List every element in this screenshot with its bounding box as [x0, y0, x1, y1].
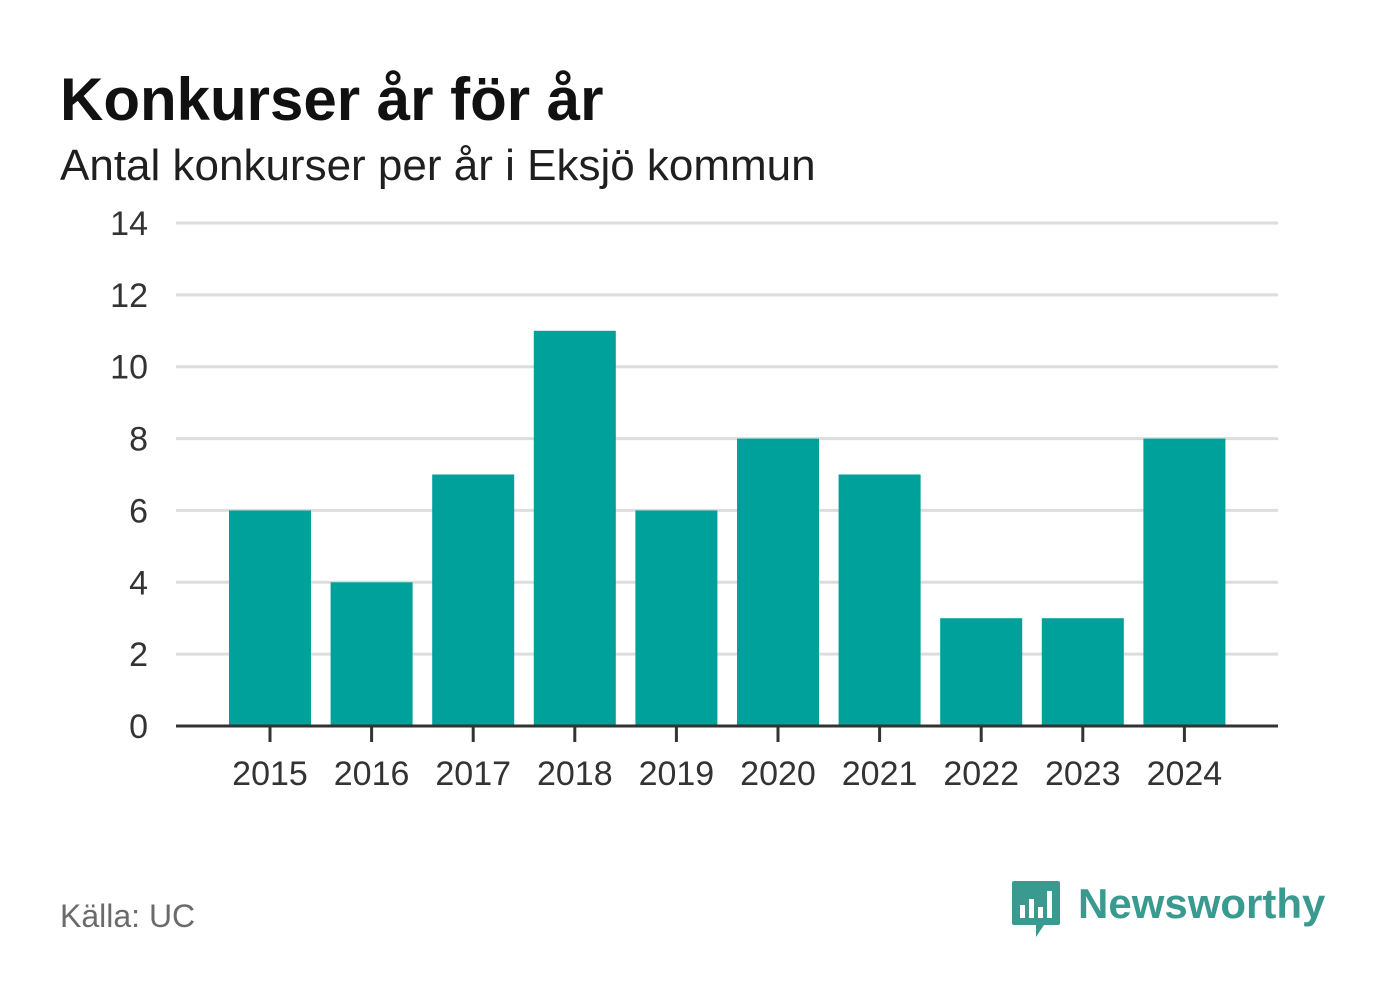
y-tick-label: 6 [129, 492, 148, 530]
x-tick-label: 2021 [842, 755, 918, 793]
bar-chart: 0 2 4 6 8 10 12 14 2015 2016 2017 2018 2019 2020 2021… [110, 205, 1278, 793]
bar-2024 [1143, 438, 1226, 726]
bar-2022 [940, 618, 1023, 726]
bar-2015 [229, 510, 311, 726]
y-tick-label: 12 [110, 277, 148, 315]
y-axis-tick-labels: 0 2 4 6 8 10 12 14 [110, 205, 148, 746]
x-tick-label: 2019 [639, 755, 715, 793]
y-tick-label: 10 [110, 349, 148, 387]
x-tick-label: 2024 [1147, 755, 1223, 793]
chart-subtitle: Antal konkurser per år i Eksjö kommun [60, 141, 816, 190]
x-axis-tick-labels: 2015 2016 2017 2018 2019 2020 2021 2022 2023 2024 [232, 755, 1222, 793]
bar-2016 [330, 582, 413, 726]
bar-2019 [635, 510, 718, 726]
brand-logo-link[interactable]: Newsworthy [1010, 878, 1325, 942]
bar-chart-speech-bubble-icon [1012, 881, 1060, 937]
x-tick-label: 2016 [334, 755, 410, 793]
y-tick-label: 14 [110, 205, 148, 243]
y-tick-label: 0 [129, 708, 148, 746]
x-tick-label: 2022 [943, 755, 1019, 793]
bar-2020 [737, 438, 819, 726]
y-tick-label: 2 [129, 636, 148, 674]
bar-2021 [838, 474, 921, 726]
x-axis [176, 724, 1278, 742]
chart-title: Konkurser år för år [60, 66, 604, 133]
x-tick-label: 2018 [537, 755, 613, 793]
y-tick-label: 8 [129, 421, 148, 459]
x-tick-label: 2020 [740, 755, 816, 793]
bars [229, 330, 1226, 726]
x-tick-label: 2015 [232, 755, 308, 793]
x-tick-label: 2023 [1045, 755, 1121, 793]
bar-2017 [432, 474, 515, 726]
x-tick-label: 2017 [435, 755, 511, 793]
bar-2018 [533, 330, 616, 726]
source-label: Källa: UC [60, 898, 196, 934]
bar-2023 [1041, 618, 1124, 726]
brand-name: Newsworthy [1078, 880, 1326, 927]
y-tick-label: 4 [129, 564, 148, 602]
